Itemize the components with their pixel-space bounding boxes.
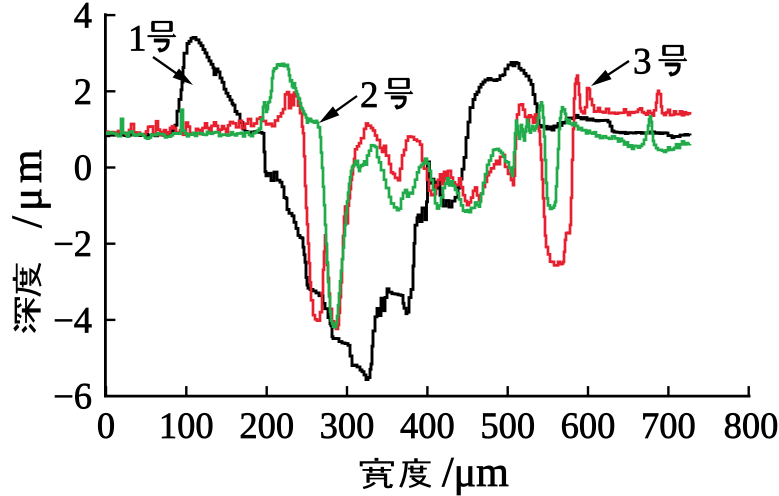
- svg-text:−2: −2: [53, 223, 92, 264]
- svg-text:2: 2: [360, 75, 379, 116]
- svg-text:100: 100: [159, 405, 214, 446]
- svg-text:700: 700: [641, 405, 696, 446]
- svg-text:1: 1: [128, 19, 147, 60]
- svg-text:/μm: /μm: [442, 450, 509, 496]
- svg-text:/μm: /μm: [4, 145, 51, 228]
- svg-text:400: 400: [400, 405, 455, 446]
- svg-text:200: 200: [239, 405, 294, 446]
- svg-text:300: 300: [320, 405, 375, 446]
- svg-text:3: 3: [633, 42, 652, 83]
- svg-text:0: 0: [97, 405, 115, 446]
- svg-text:−6: −6: [53, 376, 92, 417]
- svg-text:800: 800: [724, 405, 779, 446]
- svg-text:2: 2: [74, 71, 92, 112]
- svg-text:−4: −4: [53, 299, 92, 340]
- svg-text:500: 500: [480, 405, 535, 446]
- svg-text:4: 4: [74, 0, 92, 36]
- svg-text:0: 0: [74, 147, 92, 188]
- svg-text:600: 600: [561, 405, 616, 446]
